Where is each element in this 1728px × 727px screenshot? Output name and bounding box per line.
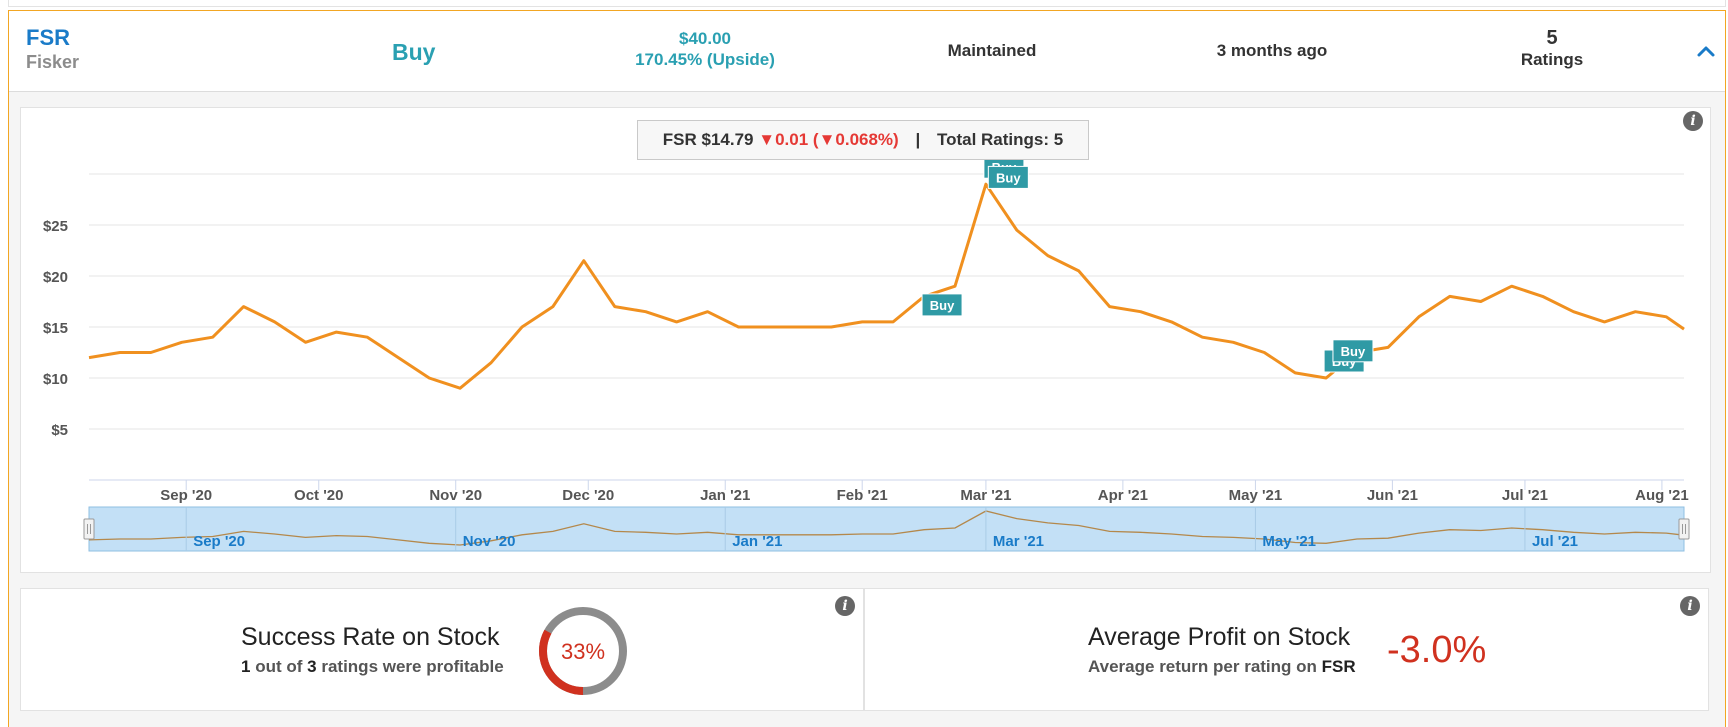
gauge-label: 33%: [561, 639, 605, 664]
previous-row-edge: [8, 0, 1726, 7]
x-tick-label: Nov '20: [429, 487, 482, 504]
x-tick-label: Sep '20: [160, 487, 212, 504]
navigator-tick-label: Nov '20: [463, 533, 516, 550]
navigator-tick-label: Mar '21: [993, 533, 1044, 550]
legend-total-ratings: Total Ratings: 5: [936, 130, 1064, 149]
ticker-symbol[interactable]: FSR: [26, 25, 70, 50]
ratings-count-number: 5: [1546, 27, 1558, 49]
success-rate-panel: Success Rate on Stock 1 out of 3 ratings…: [20, 588, 864, 711]
navigator-series-line: [88, 510, 1685, 546]
chevron-up-icon[interactable]: [1694, 40, 1718, 64]
y-tick-label: $15: [43, 320, 68, 337]
navigator-right-handle[interactable]: [1678, 518, 1690, 540]
out-of-text: out of: [255, 657, 303, 676]
success-rate-gauge: 33%: [539, 607, 627, 695]
rating-date: 3 months ago: [1216, 41, 1328, 60]
y-tick-label: $20: [43, 269, 68, 286]
navigator-tick-label: Jan '21: [732, 533, 782, 550]
x-tick-label: Mar '21: [960, 487, 1011, 504]
profitable-suffix: ratings were profitable: [321, 657, 504, 676]
rating-flag-5[interactable]: Buy: [1332, 339, 1374, 363]
legend-price: FSR $14.79: [662, 130, 754, 149]
x-tick-label: Jun '21: [1367, 487, 1418, 504]
x-tick-label: Aug '21: [1635, 487, 1689, 504]
average-profit-subtitle: Average return per rating on FSR: [1088, 657, 1356, 677]
profit-info-icon[interactable]: i: [1680, 596, 1700, 616]
y-axis-ticks: $5 $10 $15 $20 $25: [43, 218, 68, 439]
x-tick-label: Jan '21: [700, 487, 750, 504]
price-target: $40.00 170.45% (Upside): [605, 28, 805, 70]
gauge-fill: [539, 607, 627, 695]
x-tick-label: Oct '20: [294, 487, 343, 504]
profitable-count: 1: [241, 657, 251, 676]
rating-flag-1[interactable]: Buy: [921, 293, 963, 317]
navigator-tick-label: Sep '20: [193, 533, 245, 550]
chart-info-icon[interactable]: i: [1683, 111, 1703, 131]
navigator-left-handle[interactable]: [83, 518, 95, 540]
company-name: Fisker: [26, 52, 80, 72]
x-tick-label: Jul '21: [1502, 487, 1548, 504]
y-tick-label: $25: [43, 218, 68, 235]
rating-flag-label: Buy: [996, 170, 1021, 185]
rating-summary-row[interactable]: FSR Fisker Buy $40.00 170.45% (Upside) M…: [9, 11, 1725, 92]
success-info-icon[interactable]: i: [835, 596, 855, 616]
rating-value: Buy: [392, 39, 436, 65]
average-profit-ticker: FSR: [1321, 657, 1356, 676]
average-profit-title: Average Profit on Stock: [1088, 623, 1351, 651]
success-rate-title: Success Rate on Stock: [241, 623, 500, 651]
chart-legend: FSR $14.79 ▼0.01 (▼0.068%) | Total Ratin…: [637, 120, 1089, 160]
navigator-ticks: Sep '20 Nov '20 Jan '21 Mar '21 May '21 Jul '…: [185, 507, 1578, 551]
average-profit-panel: Average Profit on Stock Average return p…: [864, 588, 1709, 711]
navigator-tick-label: Jul '21: [1532, 533, 1578, 550]
x-tick-label: Apr '21: [1098, 487, 1148, 504]
price-target-value: $40.00: [679, 29, 731, 48]
navigator-tick-label: May '21: [1262, 533, 1316, 550]
y-tick-label: $10: [43, 371, 68, 388]
rating-flag-3[interactable]: Buy: [987, 165, 1029, 189]
price-target-upside: 170.45% (Upside): [635, 50, 775, 69]
ratings-count-label: Ratings: [1520, 50, 1584, 69]
x-axis-ticks: Sep '20 Oct '20 Nov '20 Dec '20 Jan '21 Feb '…: [160, 480, 1689, 504]
average-profit-subtitle-text: Average return per rating on: [1088, 657, 1317, 676]
chart-navigator[interactable]: Sep '20 Nov '20 Jan '21 Mar '21 May '21 Jul '…: [83, 506, 1690, 552]
chart-grid: [89, 173, 1684, 430]
x-tick-label: Dec '20: [562, 487, 614, 504]
total-count: 3: [307, 657, 317, 676]
x-tick-label: Feb '21: [837, 487, 888, 504]
x-tick-label: May '21: [1229, 487, 1283, 504]
legend-change: ▼0.01 (▼0.068%): [758, 130, 899, 149]
price-series-line: [88, 182, 1685, 390]
legend-separator: |: [915, 130, 921, 149]
rating-flag-label: Buy: [1341, 344, 1366, 359]
rating-flags: BuyBuyBuyBuyBuy: [921, 155, 1374, 373]
rating-action: Maintained: [947, 41, 1037, 60]
y-tick-label: $5: [51, 422, 68, 439]
rating-flag-label: Buy: [930, 298, 955, 313]
success-rate-subtitle: 1 out of 3 ratings were profitable: [241, 657, 504, 677]
ratings-count: 5 Ratings: [1452, 27, 1652, 71]
average-profit-value: -3.0%: [1387, 629, 1487, 671]
navigator-selection[interactable]: [88, 506, 1685, 552]
